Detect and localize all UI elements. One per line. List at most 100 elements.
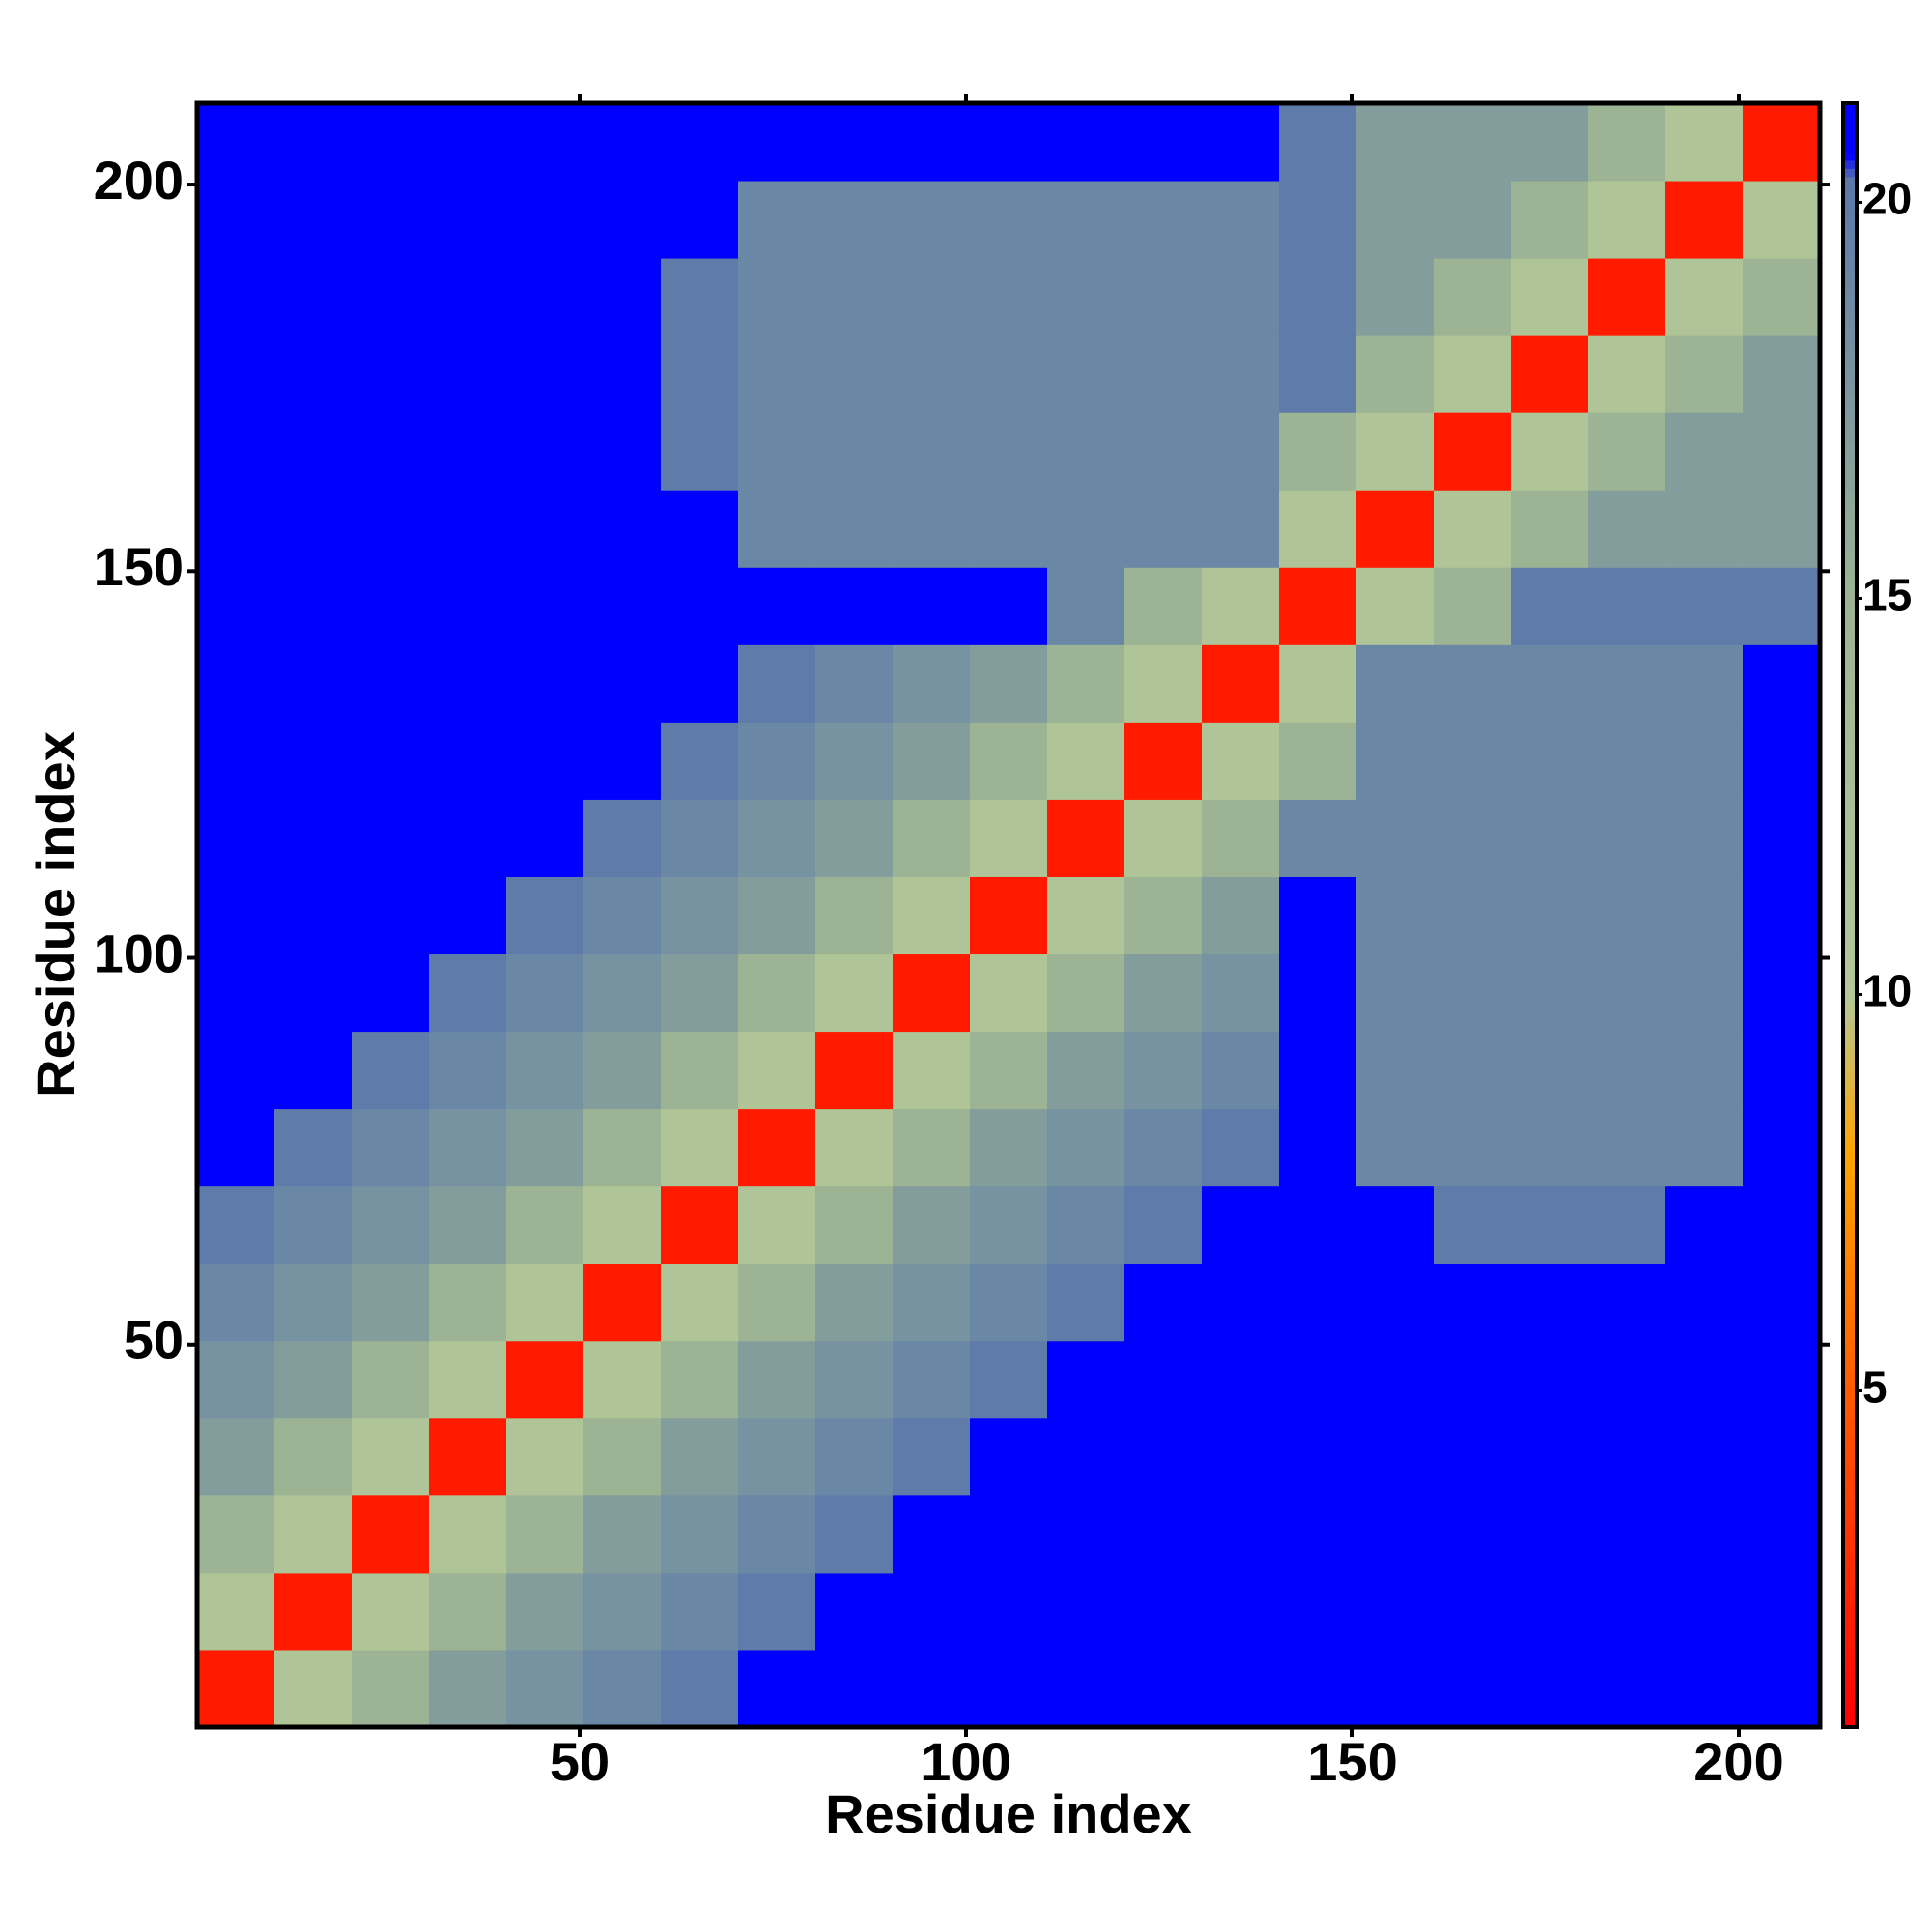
- heatmap-cell: [1743, 1340, 1821, 1419]
- heatmap-cell: [352, 722, 430, 800]
- heatmap-cell: [429, 876, 507, 955]
- colorbar-segment: [1843, 582, 1857, 591]
- heatmap-cell: [352, 1263, 430, 1342]
- colorbar-segment: [1843, 988, 1857, 998]
- heatmap-cell: [1665, 567, 1744, 645]
- heatmap-cell: [893, 1494, 971, 1574]
- colorbar-segment: [1843, 1435, 1857, 1444]
- heatmap-cell: [970, 567, 1048, 645]
- heatmap-cell: [893, 490, 971, 568]
- heatmap-cell: [893, 1649, 971, 1728]
- heatmap-cell: [1511, 567, 1589, 645]
- heatmap-cell: [274, 258, 353, 336]
- heatmap-cell: [1665, 335, 1744, 413]
- heatmap-cell: [1202, 1108, 1280, 1187]
- heatmap-cell: [274, 1340, 353, 1419]
- heatmap-cell: [1279, 799, 1357, 877]
- heatmap-cell: [429, 1340, 507, 1419]
- heatmap-cell: [1356, 1494, 1435, 1574]
- heatmap-cell: [429, 953, 507, 1033]
- colorbar-segment: [1843, 1613, 1857, 1623]
- heatmap-cell: [429, 722, 507, 800]
- colorbar-segment: [1843, 452, 1857, 462]
- heatmap-cell: [1434, 799, 1512, 877]
- heatmap-cell: [197, 722, 275, 800]
- heatmap-cell: [893, 412, 971, 491]
- heatmap-cell: [738, 181, 816, 259]
- heatmap-cell: [1511, 1649, 1589, 1728]
- heatmap-cell: [1047, 799, 1125, 877]
- colorbar-segment: [1843, 119, 1857, 128]
- heatmap-cell: [1511, 412, 1589, 491]
- heatmap-cell: [1279, 644, 1357, 723]
- colorbar-segment: [1843, 948, 1857, 957]
- heatmap-cell: [352, 1417, 430, 1496]
- colorbar-segment: [1843, 760, 1857, 770]
- heatmap-cell: [661, 1417, 739, 1496]
- heatmap-cell: [661, 335, 739, 413]
- colorbar-segment: [1843, 874, 1857, 884]
- colorbar-segment: [1843, 444, 1857, 454]
- heatmap-cell: [1124, 258, 1203, 336]
- heatmap-cell: [352, 490, 430, 568]
- colorbar-segment: [1843, 216, 1857, 226]
- colorbar-segment: [1843, 679, 1857, 689]
- colorbar-segment: [1843, 1670, 1857, 1680]
- colorbar-segment: [1843, 1256, 1857, 1265]
- heatmap-cell: [1356, 335, 1435, 413]
- colorbar-segment: [1843, 249, 1857, 259]
- colorbar-segment: [1843, 306, 1857, 316]
- heatmap-cell: [352, 1185, 430, 1264]
- colorbar-segment: [1843, 1337, 1857, 1347]
- heatmap-cell: [893, 799, 971, 877]
- heatmap-cell: [1356, 1263, 1435, 1342]
- colorbar-segment: [1843, 1208, 1857, 1217]
- colorbar-segment: [1843, 972, 1857, 981]
- heatmap-cell: [738, 1572, 816, 1651]
- y-tick-label: 150: [94, 536, 184, 597]
- heatmap-cell: [197, 1263, 275, 1342]
- heatmap-cell: [583, 876, 662, 955]
- colorbar-segment: [1843, 793, 1857, 803]
- colorbar-segment: [1843, 395, 1857, 405]
- colorbar-segment: [1843, 817, 1857, 827]
- colorbar-segment: [1843, 1280, 1857, 1290]
- heatmap-cell: [738, 567, 816, 645]
- heatmap-cell: [1047, 335, 1125, 413]
- heatmap-cell: [1202, 1572, 1280, 1651]
- heatmap-cell: [1202, 1185, 1280, 1264]
- colorbar-segment: [1843, 1394, 1857, 1404]
- heatmap-cell: [970, 103, 1048, 182]
- heatmap-cell: [1743, 335, 1821, 413]
- heatmap-cell: [274, 1185, 353, 1264]
- heatmap-cell: [274, 1417, 353, 1496]
- heatmap-cell: [1279, 103, 1357, 182]
- heatmap-cell: [1356, 1108, 1435, 1187]
- heatmap-cell: [197, 258, 275, 336]
- heatmap-cell: [815, 876, 894, 955]
- colorbar-segment: [1843, 1385, 1857, 1395]
- heatmap-cell: [1279, 1108, 1357, 1187]
- colorbar-segment: [1843, 469, 1857, 478]
- colorbar-segment: [1843, 850, 1857, 860]
- colorbar-segment: [1843, 1248, 1857, 1258]
- colorbar-segment: [1843, 403, 1857, 412]
- colorbar-segment: [1843, 1467, 1857, 1477]
- heatmap-cell: [583, 1417, 662, 1496]
- heatmap-cell: [1434, 1263, 1512, 1342]
- colorbar-segment: [1843, 362, 1857, 372]
- colorbar-segment: [1843, 1686, 1857, 1695]
- heatmap-cell: [583, 412, 662, 491]
- heatmap-cell: [197, 567, 275, 645]
- heatmap-cell: [970, 1649, 1048, 1728]
- heatmap-cell: [429, 258, 507, 336]
- heatmap-cell: [1665, 644, 1744, 723]
- heatmap-cell: [1434, 1572, 1512, 1651]
- colorbar-segment: [1843, 841, 1857, 851]
- heatmap-cell: [1511, 953, 1589, 1033]
- x-axis-label: Residue index: [825, 1783, 1192, 1844]
- heatmap-cell: [506, 103, 584, 182]
- colorbar-segment: [1843, 736, 1857, 746]
- x-tick-label: 200: [1693, 1731, 1783, 1792]
- colorbar-segment: [1843, 1711, 1857, 1720]
